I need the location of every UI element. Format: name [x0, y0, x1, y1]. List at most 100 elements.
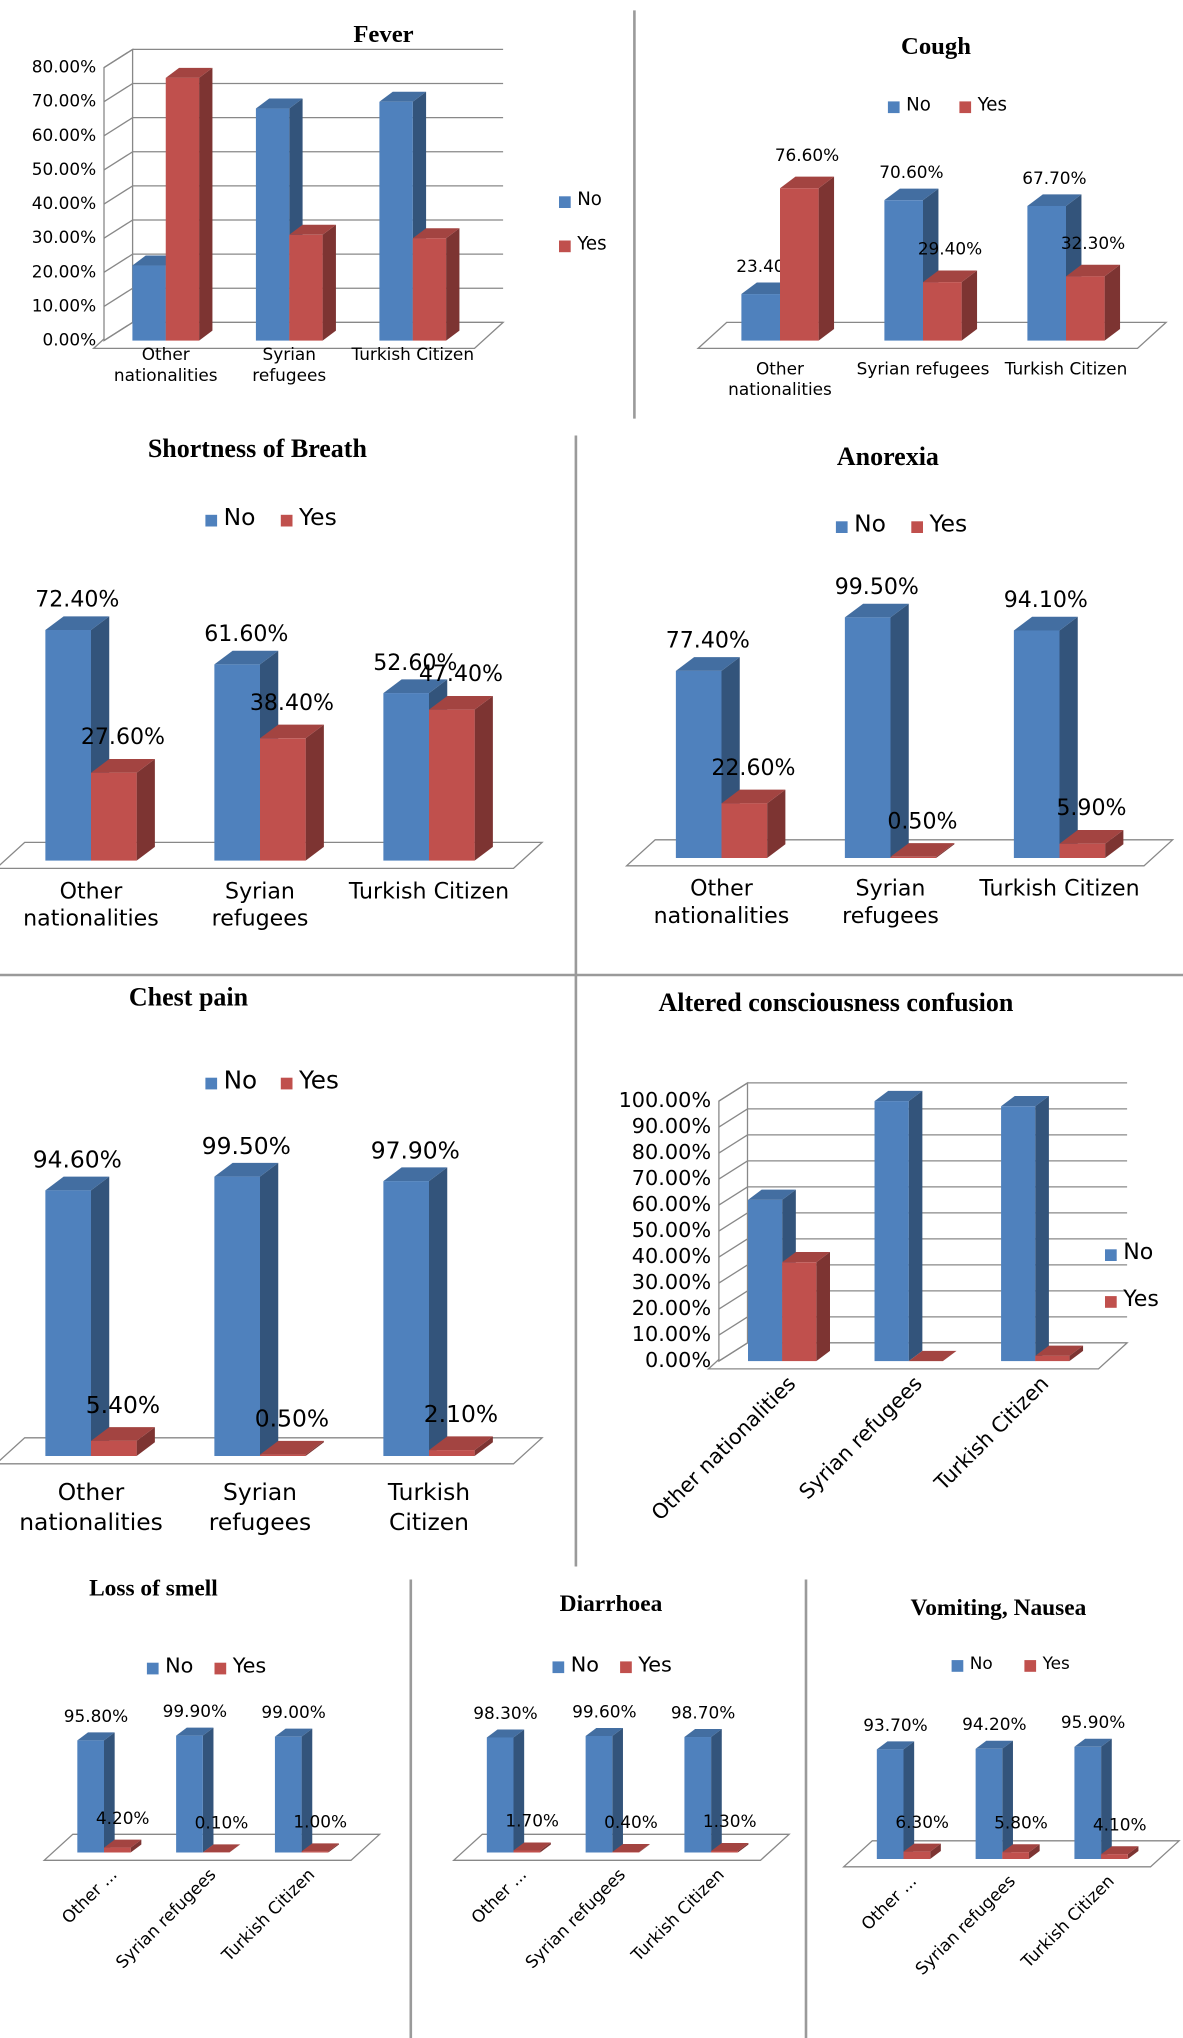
bar: [1013, 630, 1060, 858]
value-label: 95.90%: [1061, 1712, 1125, 1732]
value-label: 95.80%: [64, 1706, 128, 1726]
value-label: 94.60%: [33, 1146, 122, 1174]
value-label: 0.40%: [604, 1812, 658, 1832]
x-tick-label: Turkish Citizen: [626, 1864, 727, 1965]
legend-label: Yes: [928, 510, 967, 538]
bar-side: [936, 843, 955, 858]
bar-side: [130, 1839, 142, 1853]
y-tick-label: 90.00%: [632, 1114, 711, 1138]
value-label: 1.30%: [703, 1811, 757, 1831]
grid-line: [718, 1082, 748, 1102]
value-label: 22.60%: [711, 755, 795, 781]
legend-swatch: [552, 1661, 565, 1674]
y-tick-label: 30.00%: [632, 1270, 711, 1294]
value-label: 2.10%: [424, 1400, 498, 1428]
bar-top: [876, 1741, 915, 1750]
dividers: [0, 10, 1183, 2038]
grid-line: [718, 1238, 748, 1258]
bar-side: [638, 1844, 650, 1853]
bar-top: [1101, 1846, 1139, 1855]
bar-side: [737, 1842, 749, 1853]
x-tick-label: Turkish Citizen: [1004, 360, 1128, 380]
legend-swatch: [887, 101, 900, 114]
bar-side: [104, 1732, 115, 1853]
bar: [260, 738, 306, 861]
grid-line: [718, 1108, 748, 1128]
legend-label: Yes: [298, 1066, 339, 1095]
legend-label: No: [906, 94, 931, 115]
bar: [383, 1181, 429, 1456]
chart-title: Chest pain: [129, 983, 249, 1012]
legend-label: No: [854, 510, 886, 538]
bar: [1001, 1106, 1036, 1362]
legend-swatch: [1024, 1660, 1037, 1672]
chart-panel: Loss of smell 95.80% 99.90% 99.00% 4.20% 0.10…: [42, 1575, 382, 1972]
bar: [782, 1262, 817, 1362]
bar: [176, 1735, 203, 1853]
bar-top: [711, 1842, 749, 1851]
bar-side: [540, 1842, 551, 1853]
bar-side: [202, 1727, 214, 1853]
grid-line: [103, 48, 133, 69]
legend-label: Yes: [232, 1654, 267, 1678]
bar-top: [922, 270, 978, 283]
value-label: 0.50%: [255, 1405, 329, 1433]
legend-label: No: [1123, 1239, 1153, 1265]
value-label: 1.70%: [505, 1811, 559, 1831]
value-label: 99.50%: [835, 574, 919, 600]
bar-side: [199, 67, 213, 341]
legend-swatch: [951, 1660, 964, 1672]
bar-side: [711, 1729, 722, 1853]
chart-title: Cough: [901, 33, 971, 60]
bar: [1059, 843, 1106, 858]
bar-side: [1059, 616, 1078, 858]
bar-side: [260, 1162, 279, 1456]
y-tick-label: 80.00%: [32, 57, 96, 77]
value-label: 70.60%: [879, 162, 943, 182]
bar-side: [305, 724, 324, 861]
x-tick-label: Other ...: [58, 1864, 121, 1927]
y-tick-label: 10.00%: [632, 1322, 711, 1346]
bar-side: [322, 224, 336, 341]
grid-line: [103, 185, 133, 205]
x-tick-box: Turkish Citizen: [979, 876, 1139, 902]
y-tick-label: 80.00%: [632, 1140, 711, 1164]
x-tick-box: Syrian refugees: [209, 1479, 311, 1536]
y-tick-label: 40.00%: [32, 193, 96, 213]
bar-top: [260, 1440, 324, 1455]
bar: [91, 1440, 137, 1456]
bar-top: [780, 176, 835, 189]
y-tick-label: 40.00%: [632, 1244, 711, 1268]
bar-side: [1069, 1345, 1084, 1362]
value-label: 4.10%: [1093, 1814, 1147, 1834]
x-tick-box: Turkish Citizen: [1004, 360, 1128, 380]
bar: [585, 1735, 613, 1853]
bar: [975, 1748, 1003, 1859]
legend-swatch: [1105, 1249, 1117, 1261]
bar-side: [328, 1843, 339, 1853]
x-tick-box: Syrian refugees: [857, 360, 990, 380]
chart-panel: Fever 0.00% 10.00% 20.00% 30.00% 40.00% 50.00%…: [32, 21, 607, 386]
y-tick-label: 20.00%: [32, 261, 96, 281]
bar-top: [1035, 1345, 1084, 1356]
x-tick-box: Turkish Citizen: [351, 346, 474, 366]
legend-swatch: [559, 196, 571, 208]
x-tick-label: Other nationalities: [653, 876, 790, 930]
value-label: 99.60%: [572, 1701, 636, 1721]
x-tick-box: Other nationalities: [728, 360, 832, 401]
y-tick-label: 60.00%: [32, 125, 96, 145]
bar-top: [176, 1727, 214, 1736]
bar: [132, 265, 166, 341]
value-label: 0.50%: [887, 808, 957, 834]
value-label: 98.30%: [473, 1703, 537, 1723]
bar: [260, 1454, 306, 1456]
legend-label: Yes: [576, 233, 606, 254]
bar-side: [305, 1440, 324, 1456]
legend-label: Yes: [977, 94, 1007, 115]
value-label: 38.40%: [250, 690, 334, 716]
bar-side: [1035, 1096, 1049, 1362]
value-label: 98.70%: [671, 1702, 735, 1722]
chart-panel: Shortness of Breath 72.40% 61.60% 52.60% 27.…: [0, 434, 544, 932]
